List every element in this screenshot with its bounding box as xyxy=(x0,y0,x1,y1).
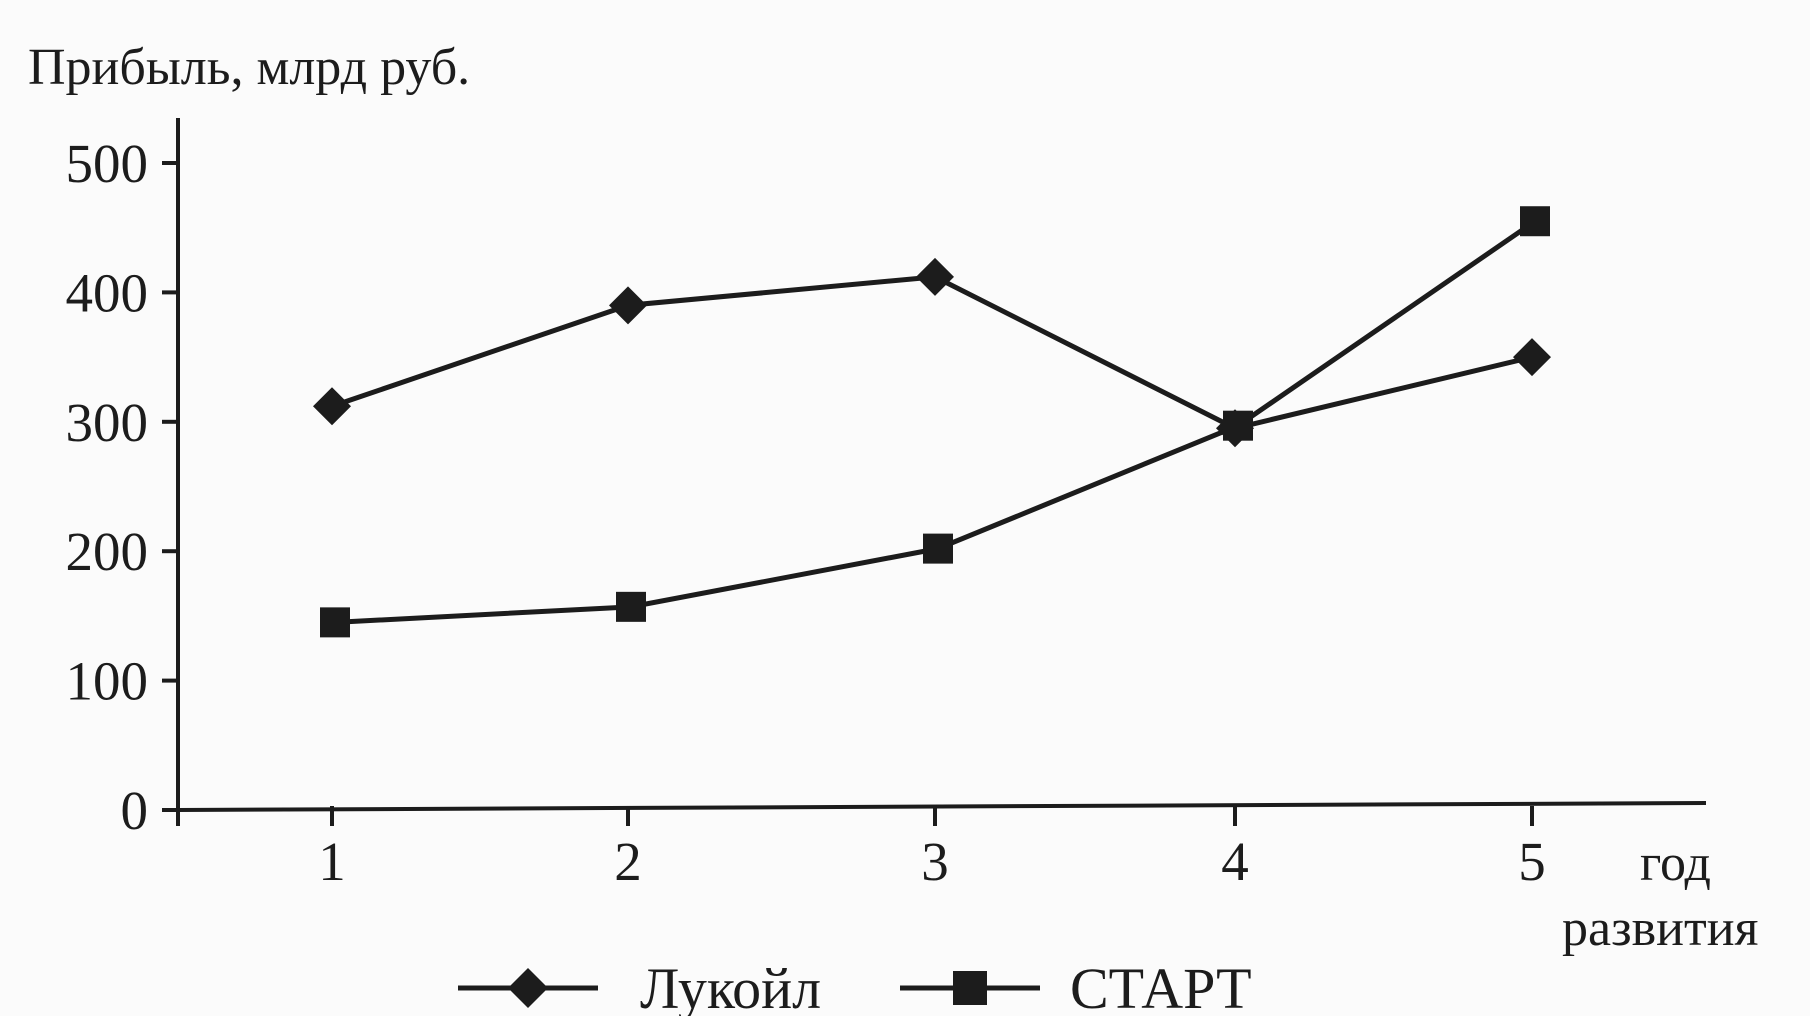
x-axis-line xyxy=(177,801,1707,812)
data-point-square xyxy=(1223,410,1253,441)
y-tick-label: 100 xyxy=(66,651,149,712)
data-point-square xyxy=(1520,206,1550,237)
data-point-square xyxy=(320,607,350,638)
x-tick-label: 5 xyxy=(1518,831,1546,892)
data-point-diamond xyxy=(609,286,647,325)
y-tick-label: 0 xyxy=(121,780,149,841)
legend: Лукойл СТАРТ xyxy=(458,956,1252,1016)
x-tick-label: 1 xyxy=(318,831,346,892)
y-tick-label: 300 xyxy=(66,392,149,453)
x-axis-title-line-2: развития xyxy=(1562,900,1758,957)
x-tick-label: 3 xyxy=(921,831,949,892)
x-tick-label: 4 xyxy=(1221,831,1249,892)
legend-label-start: СТАРТ xyxy=(1070,956,1252,1016)
data-point-diamond xyxy=(1513,338,1551,377)
y-axis-title: Прибыль, млрд руб. xyxy=(28,39,470,96)
legend-marker-square xyxy=(953,971,987,1005)
series-line-lukoil xyxy=(331,274,1533,431)
x-tick-label: 2 xyxy=(614,831,642,892)
y-axis: 0 100 200 300 400 500 xyxy=(66,118,180,841)
legend-marker-diamond xyxy=(508,968,548,1008)
x-axis-title-line-1: год xyxy=(1640,835,1711,892)
data-point-diamond xyxy=(916,257,954,296)
y-tick-label: 400 xyxy=(66,262,149,323)
data-point-square xyxy=(616,591,646,622)
x-axis: 1 2 3 4 5 xyxy=(177,801,1707,892)
legend-label-lukoil: Лукойл xyxy=(640,956,821,1016)
data-point-square xyxy=(923,533,953,564)
plot-area xyxy=(313,206,1551,638)
y-tick-label: 500 xyxy=(66,133,149,194)
data-point-diamond xyxy=(313,387,351,426)
y-tick-label: 200 xyxy=(66,521,149,582)
